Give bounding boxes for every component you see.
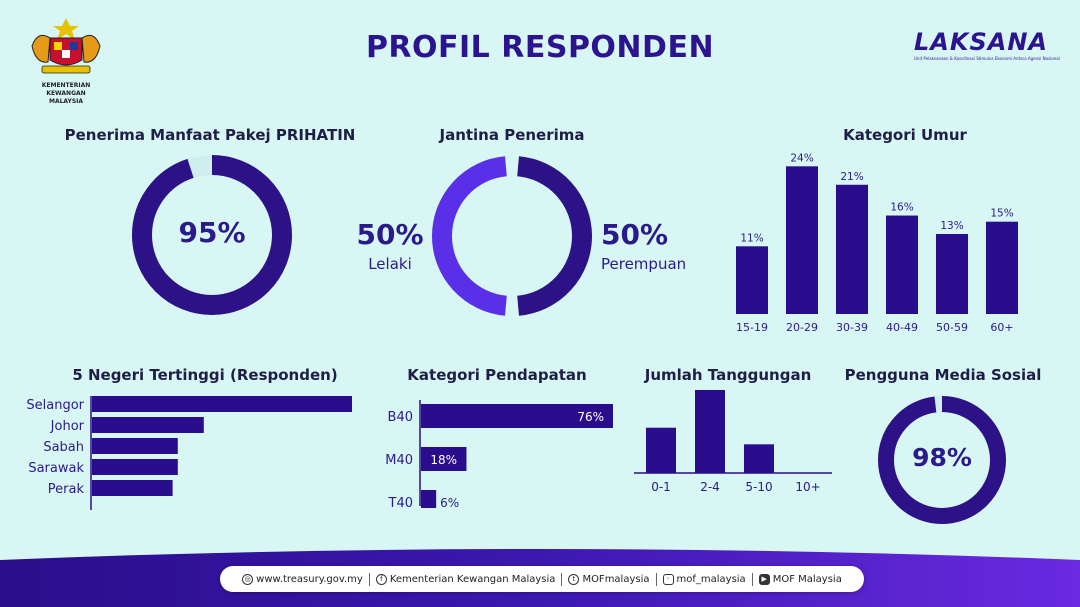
laksana-subtitle: Unit Pelaksanaan & Koordinasi Stimulus E… (914, 56, 1060, 61)
income-category-label: T40 (388, 496, 413, 508)
age-title: Kategori Umur (843, 126, 967, 144)
states-bar-chart: Selangor Johor Sabah Sarawak Perak (26, 396, 352, 510)
twitter-icon: t (568, 573, 580, 585)
laksana-logo: LAKSANA Unit Pelaksanaan & Koordinasi St… (914, 28, 1060, 61)
dependents-bar (646, 427, 676, 473)
dependents-category-label: 10+ (795, 480, 820, 494)
states-category-label: Johor (50, 419, 85, 434)
age-bar (736, 246, 768, 314)
gender-title: Jantina Penerima (439, 126, 585, 144)
age-value-label: 13% (940, 220, 963, 232)
globe-icon: ◎ (242, 573, 254, 585)
income-bar (421, 447, 467, 471)
prihatin-donut (132, 155, 292, 315)
age-bar (986, 221, 1018, 314)
income-value-label: 18% (430, 453, 457, 467)
footer-instagram-link[interactable]: ◦ mof_malaysia (662, 573, 746, 585)
age-value-label: 15% (990, 208, 1013, 220)
income-bar (421, 490, 437, 508)
footer-website-text: www.treasury.gov.my (256, 573, 363, 585)
gender-lelaki-label: Lelaki (368, 255, 412, 273)
age-category-label: 60+ (990, 321, 1013, 334)
age-category-label: 15-19 (736, 321, 768, 334)
footer-divider (655, 572, 657, 586)
footer-twitter-link[interactable]: t MOFmalaysia (568, 573, 650, 585)
age-value-label: 11% (740, 232, 763, 244)
states-title: 5 Negeri Tertinggi (Responden) (72, 366, 338, 384)
social-media-donut-arc (878, 396, 1006, 524)
dependents-bar-chart: 0-1 2-4 5-10 10+ (634, 390, 832, 494)
gender-arc-perempuan (516, 156, 592, 316)
age-category-label: 50-59 (936, 321, 968, 334)
page-title: PROFIL RESPONDEN (365, 30, 715, 65)
ministry-caption-line-2: MALAYSIA (48, 98, 84, 105)
income-bar (421, 404, 613, 428)
states-bar (92, 480, 173, 496)
age-bar (786, 166, 818, 314)
income-value-label: 6% (440, 496, 459, 508)
states-bar (92, 417, 204, 433)
gender-donut (432, 156, 592, 316)
dependents-category-label: 0-1 (651, 480, 671, 494)
footer-divider (368, 572, 370, 586)
dependents-title: Jumlah Tanggungan (644, 366, 812, 384)
income-category-label: M40 (385, 453, 413, 468)
age-category-label: 30-39 (836, 321, 868, 334)
footer-facebook-text: Kementerian Kewangan Malaysia (389, 573, 556, 585)
ministry-logo: KEMENTERIAN KEWANGAN MALAYSIA (24, 16, 108, 106)
footer-twitter-text: MOFmalaysia (582, 573, 650, 585)
social-media-donut (878, 396, 1006, 524)
income-value-label: 76% (577, 410, 604, 424)
laksana-wordmark: LAKSANA (914, 28, 1048, 56)
dependents-bar (744, 444, 774, 473)
gender-lelaki-value: 50% (356, 218, 424, 251)
coat-of-arms-icon (31, 18, 101, 74)
age-category-label: 40-49 (886, 321, 918, 334)
age-value-label: 21% (840, 171, 863, 183)
prihatin-title: Penerima Manfaat Pakej PRIHATIN (64, 126, 356, 144)
age-category-label: 20-29 (786, 321, 818, 334)
footer-youtube-text: MOF Malaysia (772, 573, 842, 585)
footer-links: ◎ www.treasury.gov.my f Kementerian Kewa… (220, 566, 864, 592)
dependents-category-label: 2-4 (700, 480, 720, 494)
age-bar (886, 215, 918, 314)
states-category-label: Selangor (26, 398, 84, 413)
states-bar (92, 438, 178, 454)
states-category-label: Sabah (43, 440, 84, 455)
social-media-value: 98% (912, 443, 972, 472)
facebook-icon: f (375, 573, 387, 585)
income-bar-chart: B40 76% M40 18% T40 6% (385, 400, 613, 508)
footer-youtube-link[interactable]: ▶ MOF Malaysia (758, 573, 842, 585)
age-bar (836, 184, 868, 314)
ministry-caption-line-1: KEMENTERIAN KEWANGAN (41, 82, 91, 97)
states-bar (92, 459, 178, 475)
age-bar (936, 234, 968, 314)
footer-facebook-link[interactable]: f Kementerian Kewangan Malaysia (375, 573, 556, 585)
age-value-label: 24% (790, 152, 813, 164)
income-category-label: B40 (388, 410, 413, 425)
social-media-title: Pengguna Media Sosial (844, 366, 1042, 384)
states-bar (92, 396, 352, 412)
footer-divider (561, 572, 563, 586)
age-value-label: 16% (890, 202, 913, 214)
gender-perempuan-label: Perempuan (601, 255, 687, 273)
footer-divider (751, 572, 753, 586)
dependents-category-label: 5-10 (745, 480, 772, 494)
prihatin-donut-arc (132, 155, 292, 315)
gender-arc-lelaki (432, 156, 508, 316)
income-title: Kategori Pendapatan (407, 366, 587, 384)
gender-perempuan-value: 50% (601, 218, 669, 251)
youtube-icon: ▶ (758, 573, 770, 585)
states-category-label: Sarawak (28, 461, 84, 476)
dependents-bar (695, 390, 725, 473)
states-category-label: Perak (48, 482, 85, 497)
age-bar-chart: 11% 15-19 24% 20-29 21% 30-39 16% 40-49 13% 50-59… (736, 152, 1018, 334)
footer-instagram-text: mof_malaysia (676, 573, 746, 585)
footer-website-link[interactable]: ◎ www.treasury.gov.my (242, 573, 363, 585)
prihatin-value: 95% (178, 216, 246, 249)
instagram-icon: ◦ (662, 573, 674, 585)
